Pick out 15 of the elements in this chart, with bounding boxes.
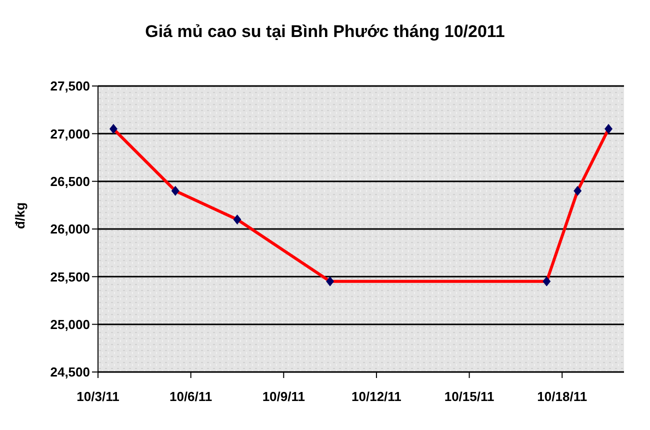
y-tick-label: 24,500 [50,364,90,380]
x-tick-label: 10/12/11 [352,389,402,404]
x-tick-label: 10/9/11 [262,389,305,404]
y-tick-label: 25,000 [50,316,90,332]
chart-title: Giá mủ cao su tại Bình Phước tháng 10/2011 [144,21,506,43]
y-tick-label: 27,500 [50,78,90,94]
y-axis-title: đ/kg [12,202,28,229]
x-tick-label: 10/6/11 [169,389,212,404]
y-tick-label: 26,000 [50,222,90,237]
y-tick-label: 26,500 [50,174,90,189]
y-tick-label: 25,500 [50,269,90,284]
y-tick-label: 27,000 [50,126,90,142]
x-tick-label: 10/3/11 [76,389,120,404]
x-tick-label: 10/18/11 [537,389,588,404]
x-tick-label: 10/15/11 [444,389,494,404]
